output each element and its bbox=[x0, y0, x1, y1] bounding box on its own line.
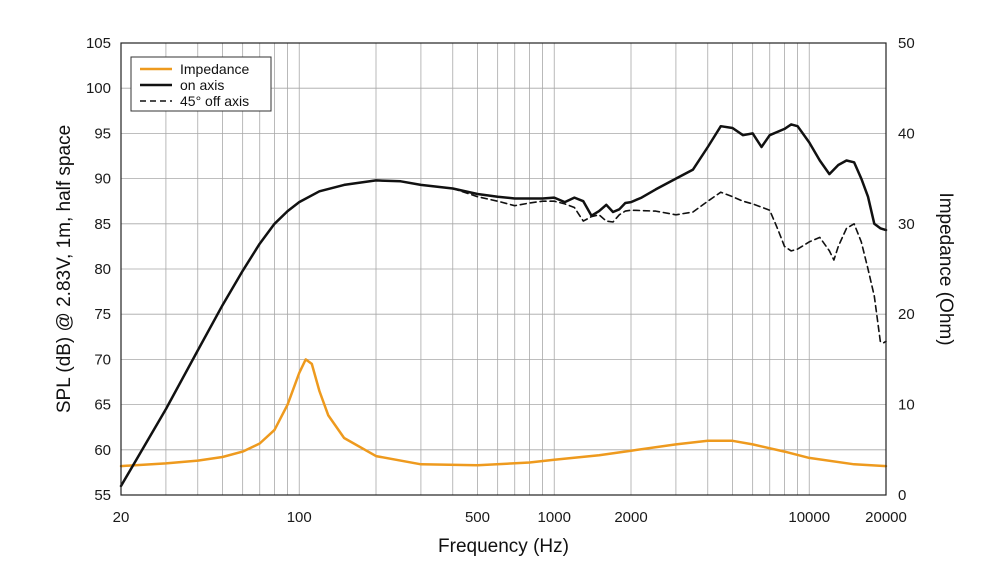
tick-labels: 20 100 500 1000 2000 10000 2000055606570758085… bbox=[86, 35, 915, 526]
legend-label-on-axis: on axis bbox=[180, 77, 224, 93]
series-line-0 bbox=[119, 358, 888, 468]
x-tick-label: 100 bbox=[287, 509, 312, 526]
plot-frame bbox=[120, 42, 887, 496]
y-left-tick-label: 95 bbox=[94, 125, 111, 142]
y-left-tick-label: 55 bbox=[94, 487, 111, 504]
y-left-tick-label: 65 bbox=[94, 397, 111, 414]
y-left-tick-label: 90 bbox=[94, 171, 111, 188]
x-tick-label: 20 bbox=[113, 509, 130, 526]
legend-label-impedance: Impedance bbox=[180, 61, 249, 77]
x-tick-label: 2000 bbox=[614, 509, 647, 526]
y-left-tick-label: 60 bbox=[94, 442, 111, 459]
y-right-tick-label: 20 bbox=[898, 306, 915, 323]
grid-lines bbox=[120, 42, 887, 496]
y-right-tick-label: 30 bbox=[898, 216, 915, 233]
legend-label-off-axis: 45° off axis bbox=[180, 93, 249, 109]
x-tick-label: 1000 bbox=[538, 509, 571, 526]
y-axis-right-label: Impedance (Ohm) bbox=[935, 192, 956, 345]
x-tick-label: 500 bbox=[465, 509, 490, 526]
y-left-tick-label: 70 bbox=[94, 351, 111, 368]
y-left-tick-label: 80 bbox=[94, 261, 111, 278]
y-left-tick-label: 105 bbox=[86, 35, 111, 52]
y-left-tick-label: 75 bbox=[94, 306, 111, 323]
legend: Impedance on axis 45° off axis bbox=[130, 56, 272, 112]
y-right-tick-label: 0 bbox=[898, 487, 906, 504]
x-tick-label: 10000 bbox=[788, 509, 830, 526]
y-right-tick-label: 40 bbox=[898, 125, 915, 142]
y-left-tick-label: 85 bbox=[94, 216, 111, 233]
y-axis-left-label: SPL (dB) @ 2.83V, 1m, half space bbox=[54, 125, 75, 413]
series-line-1 bbox=[119, 123, 888, 488]
series-line-2 bbox=[452, 187, 887, 344]
x-tick-label: 20000 bbox=[865, 509, 907, 526]
y-right-tick-label: 10 bbox=[898, 397, 915, 414]
y-right-tick-label: 50 bbox=[898, 35, 915, 52]
x-axis-label: Frequency (Hz) bbox=[438, 536, 569, 557]
y-left-tick-label: 100 bbox=[86, 80, 111, 97]
series-lines bbox=[119, 123, 888, 488]
